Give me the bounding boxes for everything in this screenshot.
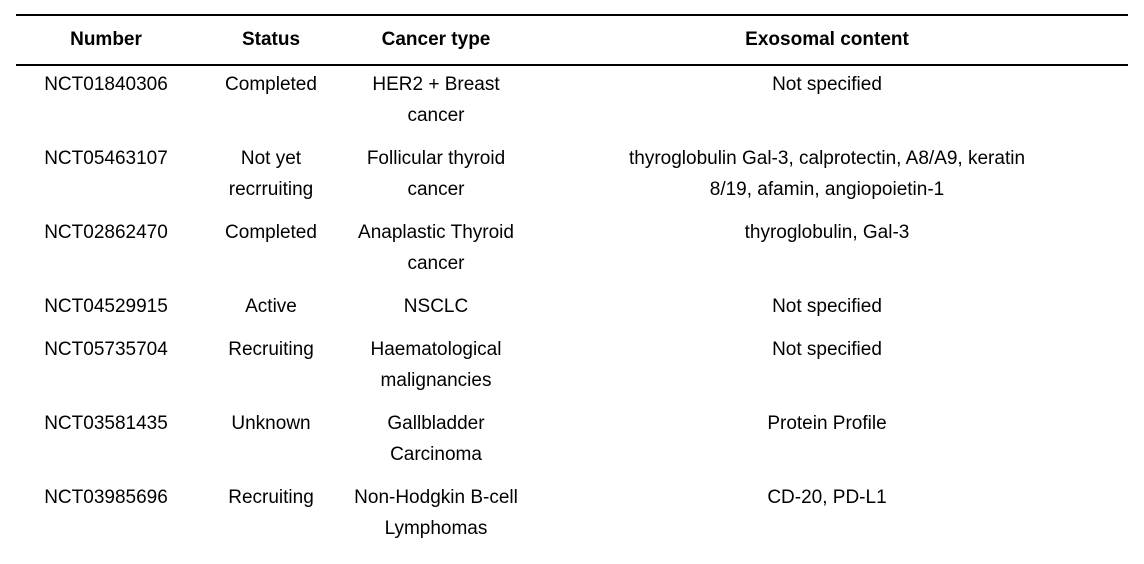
cell-number: NCT03985696 <box>44 487 168 508</box>
cell-cancer-type: Non-Hodgkin B-cell Lymphomas <box>354 487 518 539</box>
cell-status: Active <box>245 296 297 317</box>
table-row: NCT05463107 Not yet recrruiting Follicul… <box>16 140 1128 214</box>
cell-cancer-type: Follicular thyroid cancer <box>366 148 506 200</box>
cell-number: NCT01840306 <box>44 74 168 95</box>
cell-exosomal-content: thyroglobulin Gal-3, calprotectin, A8/A9… <box>526 140 1128 214</box>
cell-number: NCT05463107 <box>44 148 168 169</box>
column-header-cancer-type: Cancer type <box>346 16 526 66</box>
cell-exosomal-content: CD-20, PD-L1 <box>526 479 1128 553</box>
exosomal-content-text: Not specified <box>772 74 882 95</box>
cell-exosomal-content: Not specified <box>526 288 1128 331</box>
cell-cancer-type: NSCLC <box>403 296 469 317</box>
table-row: NCT02862470 Completed Anaplastic Thyroid… <box>16 214 1128 288</box>
exosomal-content-text: Protein Profile <box>767 413 887 434</box>
table-body: NCT01840306 Completed HER2 + Breast canc… <box>16 65 1128 553</box>
cell-status: Unknown <box>231 413 311 434</box>
exosomal-content-text: CD-20, PD-L1 <box>767 487 887 508</box>
exosomal-content-text: Not specified <box>772 339 882 360</box>
exosomal-content-text: thyroglobulin Gal-3, calprotectin, A8/A9… <box>628 148 1026 200</box>
cell-exosomal-content: Not specified <box>526 65 1128 140</box>
column-header-exosomal-content: Exosomal content <box>526 16 1128 66</box>
exosomal-content-text: thyroglobulin, Gal-3 <box>744 222 910 243</box>
cell-cancer-type: Anaplastic Thyroid cancer <box>358 222 514 274</box>
cell-status: Not yet recrruiting <box>228 148 314 200</box>
cell-number: NCT05735704 <box>44 339 168 360</box>
cell-status: Recruiting <box>228 339 314 360</box>
cell-exosomal-content: Not specified <box>526 331 1128 405</box>
table-row: NCT01840306 Completed HER2 + Breast canc… <box>16 65 1128 140</box>
cell-status: Completed <box>225 74 317 95</box>
table-row: NCT03581435 Unknown Gallbladder Carcinom… <box>16 405 1128 479</box>
clinical-trials-table: Number Status Cancer type Exosomal conte… <box>16 16 1128 553</box>
cell-exosomal-content: thyroglobulin, Gal-3 <box>526 214 1128 288</box>
cell-number: NCT02862470 <box>44 222 168 243</box>
clinical-trials-table-container: Number Status Cancer type Exosomal conte… <box>16 14 1128 564</box>
cell-number: NCT03581435 <box>44 413 168 434</box>
cell-status: Completed <box>225 222 317 243</box>
header-row: Number Status Cancer type Exosomal conte… <box>16 16 1128 66</box>
table-row: NCT04529915 Active NSCLC Not specified <box>16 288 1128 331</box>
cell-cancer-type: Haematological malignancies <box>370 339 502 391</box>
table-row: NCT05735704 Recruiting Haematological ma… <box>16 331 1128 405</box>
table-row: NCT03985696 Recruiting Non-Hodgkin B-cel… <box>16 479 1128 553</box>
column-header-number: Number <box>16 16 196 66</box>
cell-number: NCT04529915 <box>44 296 168 317</box>
table-header: Number Status Cancer type Exosomal conte… <box>16 16 1128 66</box>
cell-cancer-type: HER2 + Breast cancer <box>372 74 500 126</box>
cell-exosomal-content: Protein Profile <box>526 405 1128 479</box>
column-header-status: Status <box>196 16 346 66</box>
exosomal-content-text: Not specified <box>772 296 882 317</box>
cell-status: Recruiting <box>228 487 314 508</box>
cell-cancer-type: Gallbladder Carcinoma <box>387 413 485 465</box>
